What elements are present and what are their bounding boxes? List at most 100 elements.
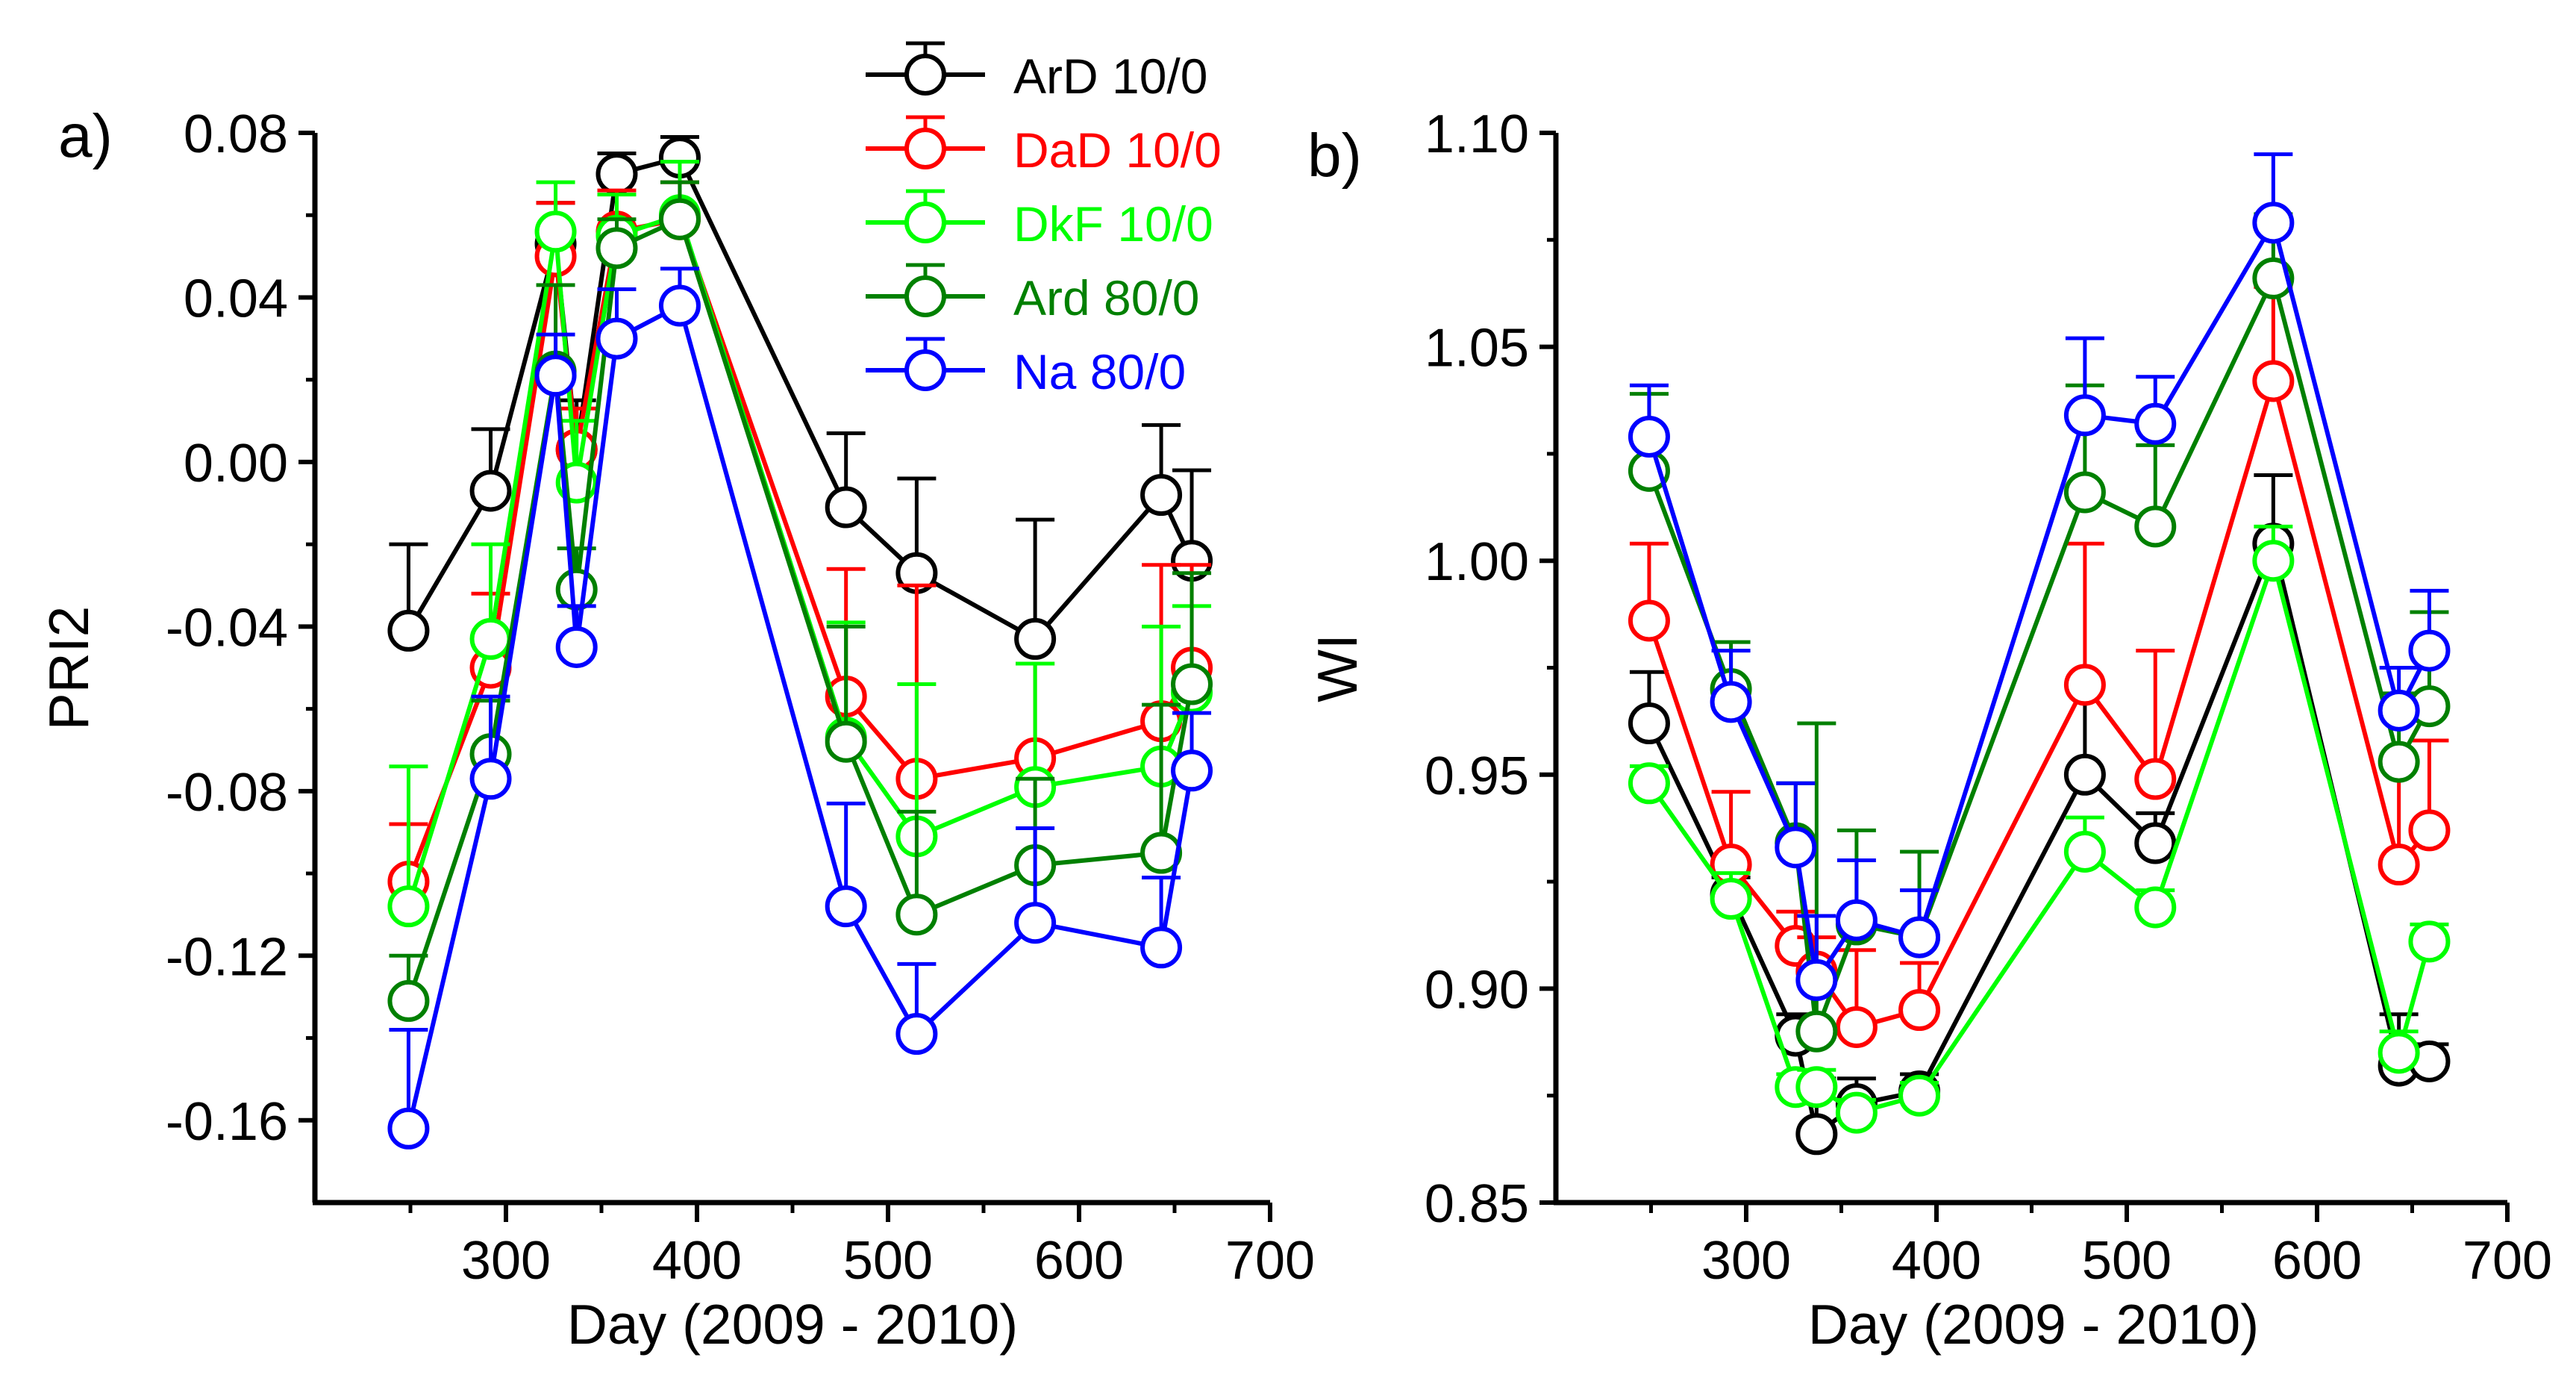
panel-b-label: b) (1307, 122, 1362, 190)
legend-item-dkf-10-0: DkF 10/0 (866, 189, 1213, 252)
panel-a-x-tick-label: 300 (461, 1231, 551, 1291)
panel-a-x-tick-label: 700 (1225, 1231, 1315, 1291)
panel-b-point-na-80-0 (2378, 689, 2420, 732)
panel-b-point-ard-80-0 (1795, 1010, 1838, 1053)
panel-a-series-layer (387, 135, 1213, 1150)
legend-label-dkf-10-0: DkF 10/0 (1013, 196, 1213, 252)
panel-a-x-axis-label: Day (2009 - 2010) (567, 1293, 1019, 1356)
legend-marker-dkf-10-0 (904, 202, 946, 243)
panel-a-point-ard-80-0 (825, 720, 867, 763)
panel-b-point-dkf-10-0 (1795, 1066, 1838, 1109)
panel-b-x-tick-label: 600 (2272, 1231, 2362, 1291)
legend-marker-dad-10-0 (904, 128, 946, 169)
panel-b-point-ard-80-0 (2063, 471, 2106, 514)
legend-item-na-80-0: Na 80/0 (866, 337, 1186, 399)
panel-a-point-ard-80-0 (555, 568, 598, 611)
panel-b: b) 1.10 1.05 1.00 0.95 0.90 0.85 300 400 500 600… (1306, 105, 2552, 1356)
panel-b-point-na-80-0 (1795, 958, 1838, 1001)
panel-a-y-axis-label: PRI2 (37, 606, 100, 731)
panel-a-point-ard-80-0 (1140, 832, 1183, 874)
panel-a-point-na-80-0 (595, 317, 638, 360)
panel-b-point-dkf-10-0 (2134, 886, 2177, 929)
panel-b-series-dkf-10-0 (1628, 524, 2451, 1134)
panel-b-point-na-80-0 (2408, 629, 2451, 672)
panel-b-point-dad-10-0 (2408, 809, 2451, 852)
panel-a-point-dkf-10-0 (469, 617, 512, 660)
panel-b-point-na-80-0 (2134, 402, 2177, 445)
panel-b-point-dad-10-0 (2378, 844, 2420, 886)
panel-a-point-na-80-0 (895, 1013, 938, 1056)
panel-a-y-tick-label: -0.08 (166, 763, 288, 823)
panel-b-point-ard-80-0 (2252, 257, 2295, 299)
panel-b-x-tick-label: 400 (1892, 1231, 1981, 1291)
panel-a-y-tick-label: -0.16 (166, 1092, 288, 1152)
panel-a-x-tick-label: 500 (843, 1231, 933, 1291)
panel-b-point-ard-10-0 (2134, 822, 2177, 864)
panel-a-point-na-80-0 (1014, 902, 1057, 944)
panel-b-x-axis-label: Day (2009 - 2010) (1808, 1293, 2260, 1356)
panel-b-x-ticks: 300 400 500 600 700 (1649, 1203, 2552, 1291)
panel-b-x-tick-label: 300 (1701, 1231, 1791, 1291)
panel-a-point-ard-80-0 (387, 979, 430, 1022)
panel-a-point-ard-80-0 (658, 198, 701, 240)
panel-a-point-na-80-0 (555, 626, 598, 668)
panel-b-point-dad-10-0 (1628, 599, 1670, 642)
panel-b-point-dkf-10-0 (1835, 1091, 1878, 1134)
legend: ArD 10/0 DaD 10/0 DkF 10/0 Ard 80/0 Na 80/0 (866, 41, 1222, 399)
panel-b-y-tick-label: 0.90 (1425, 960, 1529, 1020)
panel-b-point-dad-10-0 (2063, 664, 2106, 706)
panel-b-y-tick-label: 1.10 (1425, 105, 1529, 164)
panel-b-point-na-80-0 (1628, 415, 1670, 458)
panel-b-y-ticks: 1.10 1.05 1.00 0.95 0.90 0.85 (1425, 105, 1556, 1234)
panel-a-point-ard-10-0 (595, 153, 638, 196)
panel-b-point-ard-80-0 (2378, 741, 2420, 783)
panel-b-y-tick-label: 1.00 (1425, 532, 1529, 592)
panel-b-y-tick-label: 0.95 (1425, 746, 1529, 806)
panel-b-point-dkf-10-0 (2252, 540, 2295, 582)
legend-item-ard-80-0: Ard 80/0 (866, 263, 1200, 325)
panel-a-point-ard-10-0 (387, 609, 430, 652)
panel-a-point-ard-80-0 (595, 227, 638, 269)
panel-a-x-tick-label: 400 (652, 1231, 742, 1291)
panel-b-point-dkf-10-0 (1710, 878, 1752, 920)
panel-a-point-ard-10-0 (825, 486, 867, 529)
panel-a-y-tick-label: 0.08 (184, 105, 288, 164)
panel-b-y-tick-label: 1.05 (1425, 319, 1529, 378)
panel-b-y-tick-label: 0.85 (1425, 1174, 1529, 1234)
panel-a-point-na-80-0 (825, 885, 867, 928)
panel-b-point-dad-10-0 (2134, 758, 2177, 800)
panel-a: a) 0.08 0.04 0.00 -0.04 -0.08 -0.12 -0.16 300 4… (37, 41, 1315, 1356)
legend-item-dad-10-0: DaD 10/0 (866, 115, 1222, 178)
panel-a-point-na-80-0 (469, 758, 512, 800)
panel-b-point-dkf-10-0 (2408, 920, 2451, 963)
panel-a-y-tick-label: -0.12 (166, 927, 288, 987)
panel-a-point-na-80-0 (1171, 749, 1213, 792)
panel-b-y-axis-label: WI (1306, 634, 1369, 702)
legend-marker-na-80-0 (904, 349, 946, 391)
legend-label-ard-80-0: Ard 80/0 (1013, 270, 1200, 325)
panel-a-x-ticks: 300 400 500 600 700 (408, 1203, 1315, 1291)
panel-a-x-tick-label: 600 (1034, 1231, 1124, 1291)
panel-a-series-na-80-0 (387, 266, 1213, 1150)
panel-b-point-na-80-0 (2063, 394, 2106, 437)
panel-a-y-tick-label: 0.00 (184, 434, 288, 493)
panel-b-series-layer (1628, 152, 2451, 1156)
legend-marker-ard-10-0 (904, 54, 946, 96)
panel-a-point-ard-10-0 (469, 470, 512, 512)
panel-a-point-ard-80-0 (895, 894, 938, 936)
panel-a-y-tick-label: -0.04 (166, 598, 288, 658)
panel-b-point-dkf-10-0 (1898, 1074, 1941, 1117)
panel-a-y-ticks: 0.08 0.04 0.00 -0.04 -0.08 -0.12 -0.16 (166, 105, 315, 1152)
panel-a-point-dkf-10-0 (534, 211, 577, 253)
legend-label-dad-10-0: DaD 10/0 (1013, 122, 1222, 178)
panel-a-point-ard-80-0 (1171, 663, 1213, 705)
legend-label-na-80-0: Na 80/0 (1013, 344, 1186, 399)
panel-b-x-tick-label: 700 (2463, 1231, 2552, 1291)
panel-b-point-dkf-10-0 (2063, 830, 2106, 873)
panel-a-point-na-80-0 (658, 284, 701, 327)
panel-b-point-dkf-10-0 (1628, 762, 1670, 805)
panel-b-point-ard-10-0 (2063, 753, 2106, 796)
panel-b-point-ard-80-0 (2134, 505, 2177, 548)
